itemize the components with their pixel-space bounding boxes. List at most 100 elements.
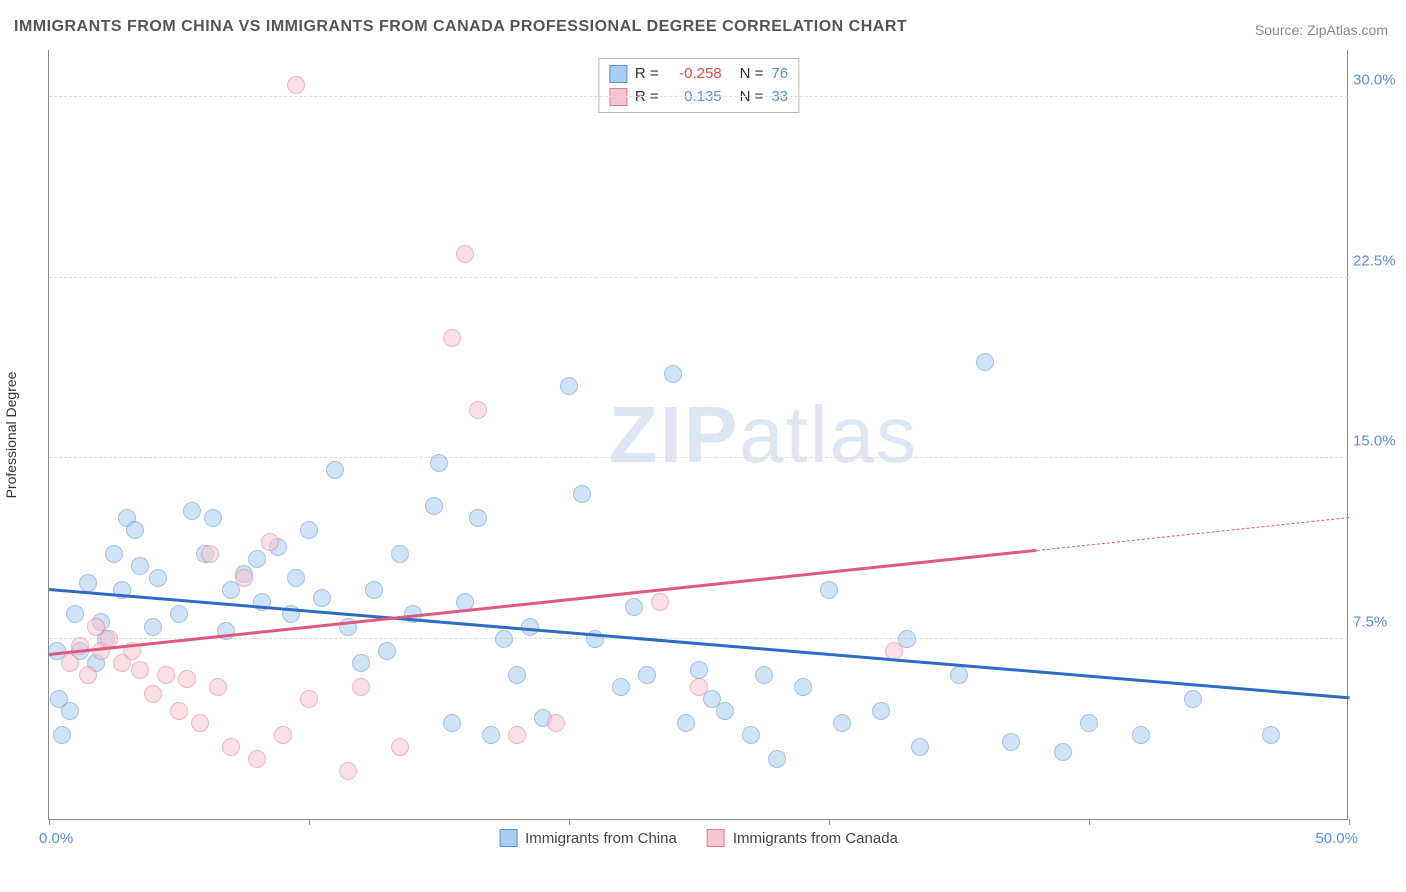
data-point	[144, 685, 162, 703]
data-point	[430, 454, 448, 472]
legend-item: Immigrants from China	[499, 829, 677, 847]
gridline	[49, 638, 1348, 639]
legend-swatch	[707, 829, 725, 847]
x-tick-mark	[829, 819, 830, 825]
data-point	[1132, 726, 1150, 744]
data-point	[456, 245, 474, 263]
data-point	[690, 678, 708, 696]
data-point	[378, 642, 396, 660]
data-point	[560, 377, 578, 395]
data-point	[482, 726, 500, 744]
data-point	[495, 630, 513, 648]
data-point	[66, 605, 84, 623]
data-point	[1080, 714, 1098, 732]
data-point	[248, 750, 266, 768]
legend-swatch	[609, 65, 627, 83]
y-tick-label: 7.5%	[1353, 613, 1406, 630]
series-legend: Immigrants from China Immigrants from Can…	[499, 829, 898, 847]
data-point	[573, 485, 591, 503]
legend-item: Immigrants from Canada	[707, 829, 898, 847]
legend-label: Immigrants from Canada	[733, 830, 898, 847]
data-point	[204, 509, 222, 527]
x-axis-min: 0.0%	[39, 830, 73, 847]
data-point	[326, 461, 344, 479]
stat-legend: R =-0.258N =76R =0.135N =33	[598, 58, 799, 113]
chart-title: IMMIGRANTS FROM CHINA VS IMMIGRANTS FROM…	[14, 18, 907, 36]
data-point	[79, 574, 97, 592]
data-point	[100, 630, 118, 648]
data-point	[53, 726, 71, 744]
data-point	[469, 509, 487, 527]
r-value: -0.258	[667, 63, 722, 86]
y-tick-label: 30.0%	[1353, 72, 1406, 89]
data-point	[833, 714, 851, 732]
scatter-plot: Professional Degree ZIPatlas R =-0.258N …	[48, 50, 1348, 820]
data-point	[131, 557, 149, 575]
data-point	[425, 497, 443, 515]
y-tick-label: 15.0%	[1353, 433, 1406, 450]
x-tick-mark	[1089, 819, 1090, 825]
data-point	[820, 581, 838, 599]
data-point	[1184, 690, 1202, 708]
data-point	[339, 762, 357, 780]
data-point	[768, 750, 786, 768]
x-tick-mark	[309, 819, 310, 825]
y-tick-label: 22.5%	[1353, 252, 1406, 269]
data-point	[625, 598, 643, 616]
data-point	[209, 678, 227, 696]
data-point	[313, 589, 331, 607]
legend-label: Immigrants from China	[525, 830, 677, 847]
data-point	[131, 661, 149, 679]
data-point	[248, 550, 266, 568]
data-point	[976, 353, 994, 371]
data-point	[61, 702, 79, 720]
gridline	[49, 96, 1348, 97]
data-point	[469, 401, 487, 419]
source-label: Source: ZipAtlas.com	[1255, 22, 1388, 38]
data-point	[191, 714, 209, 732]
data-point	[149, 569, 167, 587]
data-point	[261, 533, 279, 551]
data-point	[170, 702, 188, 720]
r-label: R =	[635, 63, 659, 86]
data-point	[217, 622, 235, 640]
data-point	[178, 670, 196, 688]
data-point	[794, 678, 812, 696]
data-point	[391, 738, 409, 756]
gridline	[49, 457, 1348, 458]
data-point	[79, 666, 97, 684]
gridline	[49, 277, 1348, 278]
data-point	[183, 502, 201, 520]
data-point	[1054, 743, 1072, 761]
x-tick-mark	[569, 819, 570, 825]
data-point	[1262, 726, 1280, 744]
data-point	[235, 569, 253, 587]
data-point	[365, 581, 383, 599]
data-point	[508, 726, 526, 744]
data-point	[716, 702, 734, 720]
watermark: ZIPatlas	[609, 389, 918, 481]
data-point	[547, 714, 565, 732]
data-point	[638, 666, 656, 684]
data-point	[287, 569, 305, 587]
data-point	[352, 654, 370, 672]
data-point	[274, 726, 292, 744]
data-point	[443, 329, 461, 347]
right-axis	[1347, 50, 1348, 819]
data-point	[612, 678, 630, 696]
data-point	[911, 738, 929, 756]
data-point	[201, 545, 219, 563]
legend-swatch	[499, 829, 517, 847]
data-point	[352, 678, 370, 696]
n-value: 76	[771, 63, 788, 86]
data-point	[1002, 733, 1020, 751]
data-point	[690, 661, 708, 679]
data-point	[300, 521, 318, 539]
data-point	[170, 605, 188, 623]
data-point	[651, 593, 669, 611]
x-tick-mark	[1349, 819, 1350, 825]
x-axis-max: 50.0%	[1315, 830, 1358, 847]
data-point	[61, 654, 79, 672]
data-point	[508, 666, 526, 684]
data-point	[287, 76, 305, 94]
